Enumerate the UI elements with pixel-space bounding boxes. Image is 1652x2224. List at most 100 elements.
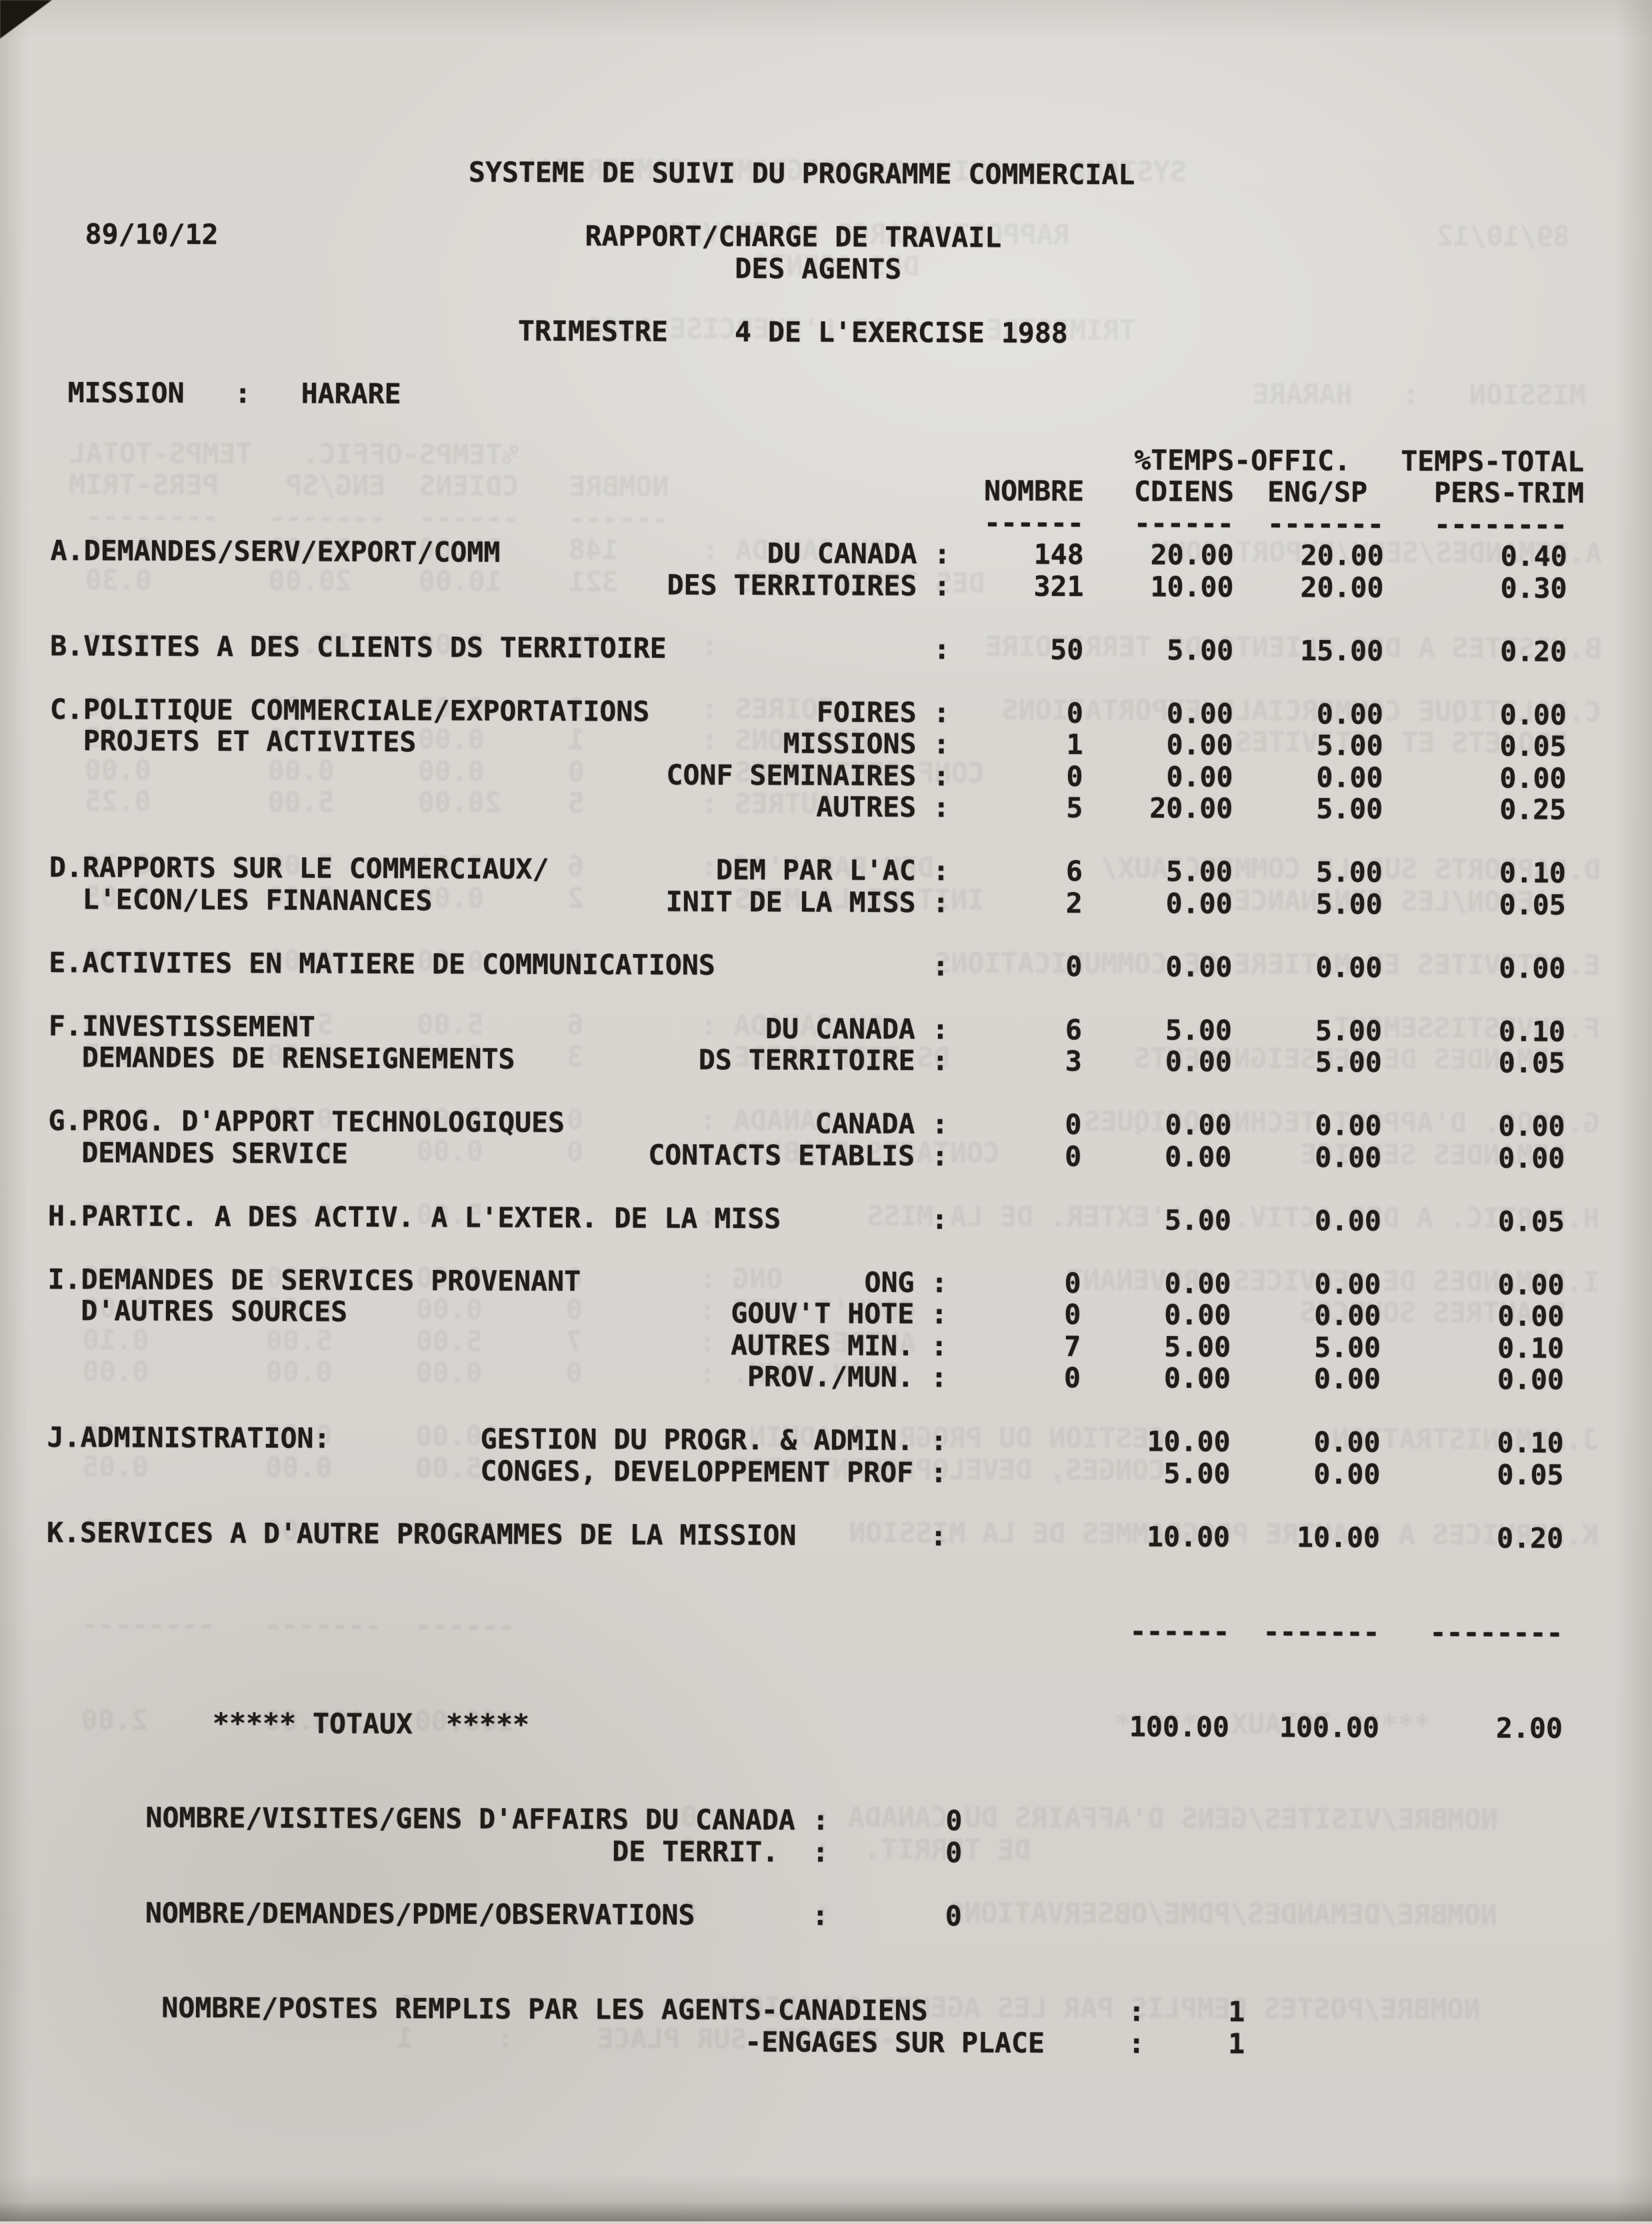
report-line: DES TERRITOIRES: 321 10.00 20.00 0.30	[50, 566, 1598, 604]
row-label: J.ADMINISTRATION:	[47, 1420, 331, 1455]
value-cdiens: 0.00	[1165, 1045, 1232, 1078]
value-nombre: 0	[1063, 1361, 1081, 1394]
scan-corner-artifact	[0, 0, 52, 39]
value-pers-trim: 0.05	[1497, 1204, 1565, 1238]
column-header-pers-trim: PERS-TRIM	[1433, 475, 1585, 509]
row-colon: :	[930, 1361, 948, 1394]
trimestre-label: TRIMESTRE	[517, 314, 668, 348]
value-engsp: 5.00	[1314, 1330, 1381, 1364]
underline-rule: -------	[1263, 1615, 1380, 1649]
value-nombre: 0	[1065, 1107, 1082, 1141]
value-pers-trim: 0.00	[1497, 1267, 1565, 1301]
value-pers-trim: 0.00	[1497, 1299, 1565, 1333]
row-colon: :	[930, 1455, 947, 1489]
value-engsp: 0.00	[1313, 1362, 1381, 1395]
totals-label: TOTAUX	[312, 1707, 413, 1740]
underline-rule: ------	[983, 505, 1084, 539]
value-nombre: 148	[1033, 537, 1084, 571]
totals-pers-trim: 2.00	[1495, 1711, 1563, 1745]
report-line: -ENGAGES SUR PLACE: 1	[45, 2023, 1593, 2061]
footer-label: NOMBRE/POSTES REMPLIS PAR LES AGENTS-CAN…	[161, 1991, 928, 2027]
underline-rule: --------	[1433, 507, 1567, 541]
value-engsp: 0.00	[1315, 950, 1383, 984]
value-engsp: 0.00	[1314, 1299, 1381, 1332]
row-colon: :	[931, 1107, 949, 1141]
footer-colon: :	[1128, 1995, 1145, 2028]
row-label: I.DEMANDES DE SERVICES PROVENANT	[47, 1262, 581, 1297]
scan-bottom-edge	[0, 2201, 1652, 2221]
value-pers-trim: 0.20	[1496, 1521, 1564, 1555]
value-pers-trim: 0.05	[1498, 1046, 1565, 1079]
report-line: L'ECON/LES FINANANCES INIT DE LA MISS: 2 0.…	[49, 883, 1597, 921]
value-engsp: 0.00	[1316, 697, 1383, 731]
value-engsp: 10.00	[1296, 1520, 1381, 1554]
value-engsp: 5.00	[1315, 1013, 1383, 1047]
report-line: ***** TOTAUX ***** 100.00 100.00 2.00	[46, 1706, 1594, 1744]
value-pers-trim: 0.00	[1498, 1141, 1565, 1175]
value-nombre: 0	[1064, 1297, 1081, 1331]
totals-stars: *****	[445, 1707, 529, 1741]
value-cdiens: 0.00	[1166, 759, 1233, 793]
footer-label: NOMBRE/DEMANDES/PDME/OBSERVATIONS	[145, 1896, 695, 1931]
colon: :	[234, 376, 251, 409]
value-cdiens: 0.00	[1165, 949, 1233, 983]
row-sublabel: AUTRES	[816, 790, 917, 823]
value-cdiens: 0.00	[1165, 886, 1233, 920]
value-nombre: 321	[1033, 569, 1084, 603]
report-line: B.VISITES A DES CLIENTS DS TERRITOIRE: 50…	[50, 629, 1598, 667]
row-colon: :	[933, 632, 951, 665]
value-cdiens: 0.00	[1165, 1108, 1232, 1141]
value-nombre: 6	[1065, 1013, 1083, 1046]
column-header-cdiens: CDIENS	[1133, 475, 1235, 508]
value-engsp: 20.00	[1300, 570, 1384, 604]
footer-value: 1	[1228, 2027, 1245, 2060]
totals-engsp: 100.00	[1279, 1710, 1379, 1744]
value-engsp: 0.00	[1315, 1140, 1382, 1174]
exercise-text: DE L'EXERCISE 1988	[767, 315, 1068, 349]
value-cdiens: 5.00	[1167, 633, 1234, 667]
row-colon: :	[932, 885, 949, 919]
row-sublabel: AUTRES MIN.	[731, 1328, 915, 1362]
row-label: D.RAPPORTS SUR LE COMMERCIAUX/	[49, 850, 549, 885]
report-line: PROV./MUN.: 0 0.00 0.00 0.00	[47, 1358, 1595, 1396]
value-cdiens: 5.00	[1165, 1013, 1233, 1047]
column-group-total: TEMPS-TOTAL	[1401, 444, 1585, 478]
value-engsp: 5.00	[1315, 887, 1383, 921]
value-cdiens: 0.00	[1166, 696, 1233, 730]
footer-label: DE TERRIT.	[612, 1834, 779, 1868]
report-date: 89/10/12	[85, 217, 219, 251]
row-sublabel: DEM PAR L'AC	[715, 853, 916, 887]
totals-stars: *****	[212, 1706, 297, 1739]
value-pers-trim: 0.00	[1499, 697, 1567, 731]
footer-value: 0	[945, 1899, 962, 1932]
value-pers-trim: 0.10	[1497, 1331, 1565, 1365]
report-line: AUTRES: 5 20.00 5.00 0.25	[49, 788, 1597, 826]
report-line: E.ACTIVITES EN MATIERE DE COMMUNICATIONS…	[49, 945, 1597, 984]
row-sublabel: GOUV'T HOTE	[731, 1296, 915, 1330]
row-colon: :	[931, 1139, 949, 1172]
value-pers-trim: 0.30	[1500, 571, 1567, 605]
value-cdiens: 10.00	[1147, 1425, 1231, 1458]
value-cdiens: 0.00	[1164, 1266, 1231, 1300]
value-cdiens: 10.00	[1146, 1519, 1231, 1553]
value-pers-trim: 0.10	[1498, 1014, 1566, 1048]
value-cdiens: 20.00	[1149, 791, 1233, 825]
row-colon: :	[932, 854, 949, 887]
footer-label: NOMBRE/VISITES/GENS D'AFFAIRS DU CANADA	[145, 1801, 795, 1837]
value-engsp: 5.00	[1315, 1045, 1382, 1079]
report-line: H.PARTIC. A DES ACTIV. A L'EXTER. DE LA …	[48, 1199, 1596, 1237]
row-colon: :	[933, 569, 951, 602]
row-label: D'AUTRES SOURCES	[81, 1294, 348, 1328]
footer-colon: :	[811, 1898, 829, 1931]
row-colon: :	[931, 1297, 948, 1331]
value-engsp: 5.00	[1316, 729, 1383, 762]
row-label: A.DEMANDES/SERV/EXPORT/COMM	[50, 533, 501, 569]
row-sublabel: DES TERRITOIRES	[667, 568, 917, 602]
underline-rule: ------	[1133, 506, 1234, 540]
value-nombre: 0	[1065, 949, 1083, 983]
underline-rule: --------	[1429, 1615, 1563, 1649]
row-colon: :	[929, 1519, 947, 1552]
report-title-line1: RAPPORT/CHARGE DE TRAVAIL	[585, 219, 1002, 254]
row-label: H.PARTIC. A DES ACTIV. A L'EXTER. DE LA …	[47, 1199, 781, 1235]
